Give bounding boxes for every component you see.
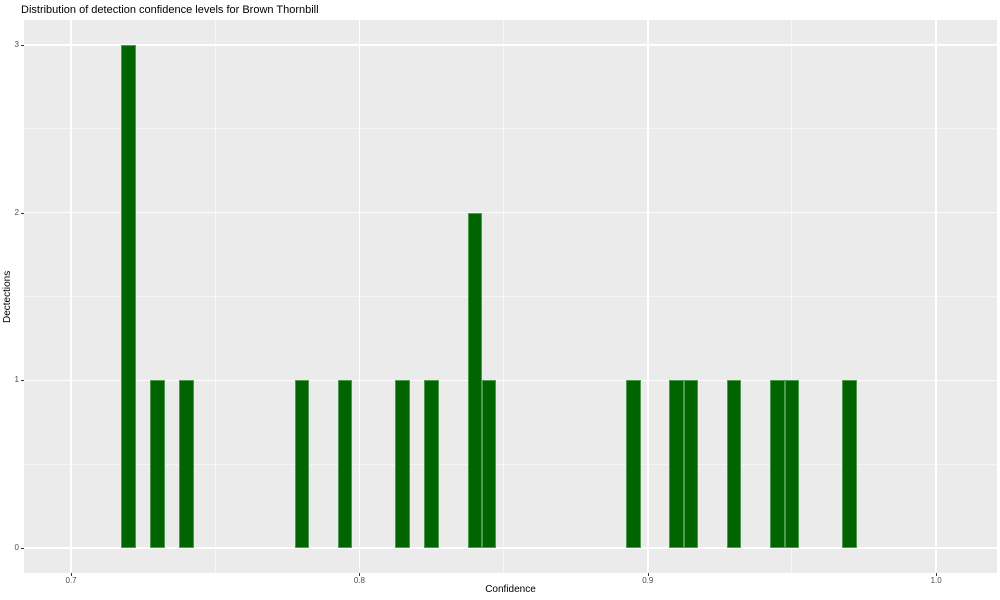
histogram-bar bbox=[150, 380, 165, 548]
x-axis-title: Confidence bbox=[485, 584, 536, 595]
y-axis-tick-label: 1 bbox=[14, 375, 19, 385]
histogram-bar bbox=[467, 212, 482, 548]
histogram-bar bbox=[395, 380, 410, 548]
y-axis-tick-mark bbox=[21, 212, 24, 214]
y-axis-tick-label: 2 bbox=[14, 207, 19, 217]
histogram-bar bbox=[784, 380, 800, 548]
y-axis-title: Dectections bbox=[2, 270, 13, 323]
histogram-bar bbox=[481, 380, 497, 548]
gridline-major-vertical bbox=[647, 20, 649, 573]
gridline-major-horizontal bbox=[24, 44, 997, 46]
gridline-minor-horizontal bbox=[24, 128, 997, 130]
x-axis-tick-mark bbox=[71, 573, 72, 576]
histogram-bar bbox=[424, 380, 439, 548]
x-axis-tick-mark bbox=[359, 573, 361, 576]
histogram-bar bbox=[727, 380, 742, 548]
x-axis-tick-label: 1.0 bbox=[930, 576, 942, 585]
histogram-bar bbox=[770, 380, 785, 548]
plot-panel bbox=[24, 20, 997, 573]
x-axis-tick-label: 0.8 bbox=[353, 576, 365, 585]
gridline-major-horizontal bbox=[24, 547, 997, 549]
y-axis-tick-mark bbox=[21, 547, 24, 549]
gridline-major-vertical bbox=[70, 20, 72, 573]
gridline-minor-horizontal bbox=[24, 463, 997, 465]
histogram-bar bbox=[669, 380, 684, 548]
x-axis-tick-mark bbox=[647, 573, 649, 576]
gridline-major-horizontal bbox=[24, 211, 997, 214]
histogram-bar bbox=[337, 380, 353, 548]
gridline-major-horizontal bbox=[24, 379, 997, 382]
histogram-bar bbox=[121, 45, 136, 548]
y-axis-tick-label: 0 bbox=[14, 542, 19, 552]
y-axis-tick-label: 3 bbox=[14, 40, 19, 50]
gridline-minor-horizontal bbox=[24, 296, 997, 297]
histogram-bar bbox=[179, 380, 194, 548]
y-axis-tick-mark bbox=[21, 45, 24, 47]
x-axis-tick-label: 0.7 bbox=[65, 576, 77, 585]
chart-title: Distribution of detection confidence lev… bbox=[21, 4, 319, 16]
gridline-major-vertical bbox=[935, 20, 937, 573]
histogram-bar bbox=[294, 380, 309, 548]
histogram-bar bbox=[626, 380, 641, 548]
x-axis-tick-mark bbox=[936, 573, 938, 576]
gridline-major-vertical bbox=[358, 20, 361, 573]
x-axis-tick-label: 0.9 bbox=[642, 576, 654, 585]
y-axis-tick-mark bbox=[21, 380, 24, 382]
histogram-bar bbox=[842, 380, 857, 548]
histogram-bar bbox=[683, 380, 699, 548]
